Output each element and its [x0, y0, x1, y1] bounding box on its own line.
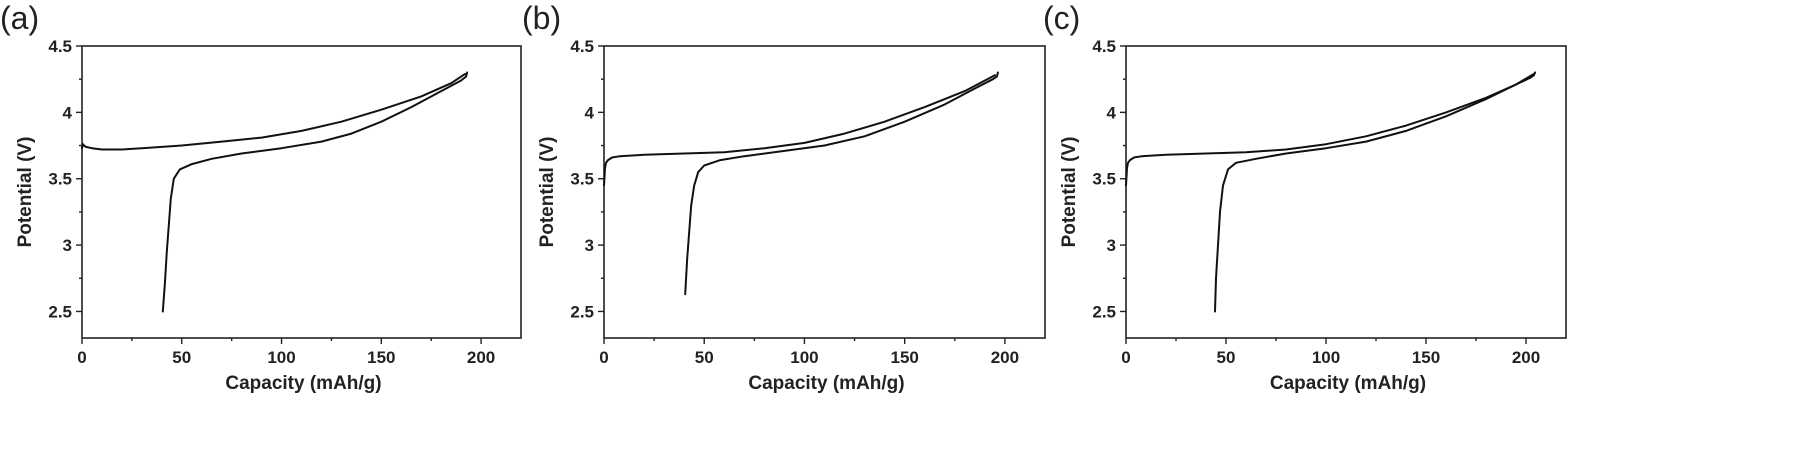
plot-frame: [603, 45, 1046, 339]
chart-panel-2: (b) 0 50 100 150 200 2.5 3 3.5 4 4.5 Capacity (mAh/…: [522, 0, 1046, 394]
y-tick-label: 4.5: [48, 37, 72, 56]
charge-curve: [81, 72, 467, 151]
y-tick-label: 4: [1107, 103, 1117, 122]
y-axis-title: Potential (V): [15, 137, 36, 248]
x-tick-label: 0: [599, 348, 608, 367]
charge-curve: [603, 74, 996, 187]
y-tick-label: 3: [1107, 236, 1116, 255]
x-tick-label: 100: [790, 348, 818, 367]
discharge-curve: [1214, 71, 1536, 313]
y-tick-label: 3.5: [1092, 170, 1116, 189]
panel-label: (b): [522, 0, 561, 36]
y-tick-label: 4.5: [570, 37, 594, 56]
x-tick-label: 150: [367, 348, 395, 367]
y-axis-title: Potential (V): [1059, 137, 1080, 248]
x-tick-label: 200: [991, 348, 1019, 367]
x-tick-label: 100: [1312, 348, 1340, 367]
plot-frame: [81, 45, 522, 339]
x-tick-label: 200: [1512, 348, 1540, 367]
y-tick-label: 2.5: [1092, 302, 1116, 321]
x-tick-label: 150: [1412, 348, 1440, 367]
x-tick-label: 150: [890, 348, 918, 367]
panel-label: (c): [1043, 0, 1080, 36]
y-tick-label: 4: [585, 103, 595, 122]
charge-curve: [1125, 72, 1535, 187]
y-tick-label: 4: [63, 103, 73, 122]
y-tick-label: 3: [585, 236, 594, 255]
plot-frame: [1125, 45, 1567, 339]
y-tick-label: 3: [63, 236, 72, 255]
x-tick-label: 100: [267, 348, 295, 367]
x-axis-title: Capacity (mAh/g): [1270, 373, 1426, 394]
y-tick-label: 2.5: [570, 302, 594, 321]
y-tick-label: 2.5: [48, 302, 72, 321]
x-axis-title: Capacity (mAh/g): [225, 373, 381, 394]
chart-panel-1: (a) 0 50 100 150 200 2.5 3 3.5 4 4.5 Capacity (mAh/…: [0, 0, 522, 394]
x-tick-label: 50: [1217, 348, 1236, 367]
y-tick-label: 3.5: [48, 170, 72, 189]
x-axis-title: Capacity (mAh/g): [748, 373, 904, 394]
x-tick-label: 50: [695, 348, 714, 367]
panel-label: (a): [0, 0, 39, 36]
y-axis-title: Potential (V): [537, 137, 558, 248]
y-tick-label: 3.5: [570, 170, 594, 189]
discharge-curve: [161, 71, 469, 313]
discharge-curve: [684, 71, 999, 296]
x-tick-label: 200: [467, 348, 495, 367]
x-tick-label: 0: [1121, 348, 1130, 367]
x-tick-label: 0: [77, 348, 86, 367]
y-tick-label: 4.5: [1092, 37, 1116, 56]
chart-panel-3: (c) 0 50 100 150 200 2.5 3 3.5 4 4.5 Capacity (mAh/…: [1043, 0, 1567, 394]
x-tick-label: 50: [172, 348, 191, 367]
